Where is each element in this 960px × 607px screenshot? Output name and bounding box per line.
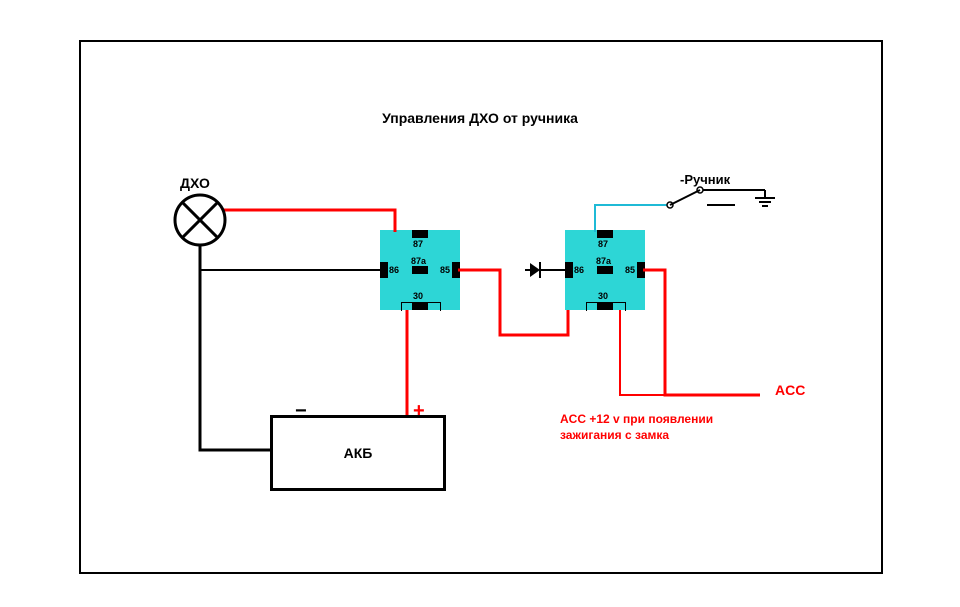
relay-1-pin30-cutout [401,302,441,311]
relay-2-pin-87-label: 87 [598,239,608,249]
akb-label: АКБ [344,445,373,461]
relay-1-pin-86 [380,262,388,278]
diagram-canvas: Управления ДХО от ручника ДХО − + -Ручни… [0,0,960,607]
relay-2-pin-86 [565,262,573,278]
dho-label: ДХО [180,175,210,191]
relay-2-pin-86-label: 86 [574,265,584,275]
relay-1-pin-85-label: 85 [440,265,450,275]
relay-2: 87 87a 86 85 30 [565,230,645,310]
acc-label: ACC [775,382,805,398]
relay-2-pin-87 [597,230,613,238]
relay-2-pin-85 [637,262,645,278]
diagram-title: Управления ДХО от ручника [360,110,600,126]
relay-1-pin-87a-label: 87a [411,256,426,266]
relay-1-pin-87 [412,230,428,238]
relay-1-pin-86-label: 86 [389,265,399,275]
ruchnik-label: -Ручник [680,172,730,187]
akb-box: АКБ [270,415,446,491]
acc-detail-line1: ACC +12 v при появлении [560,412,713,426]
acc-detail-line2: зажигания с замка [560,428,669,442]
relay-1-pin-85 [452,262,460,278]
relay-2-pin-87a [597,266,613,274]
relay-1-pin-87a [412,266,428,274]
relay-2-pin30-cutout [586,302,626,311]
relay-2-pin-30-label: 30 [598,291,608,301]
relay-2-pin-85-label: 85 [625,265,635,275]
relay-1-pin-87-label: 87 [413,239,423,249]
relay-1-pin-30-label: 30 [413,291,423,301]
relay-2-pin-87a-label: 87a [596,256,611,266]
relay-1: 87 87a 86 85 30 [380,230,460,310]
